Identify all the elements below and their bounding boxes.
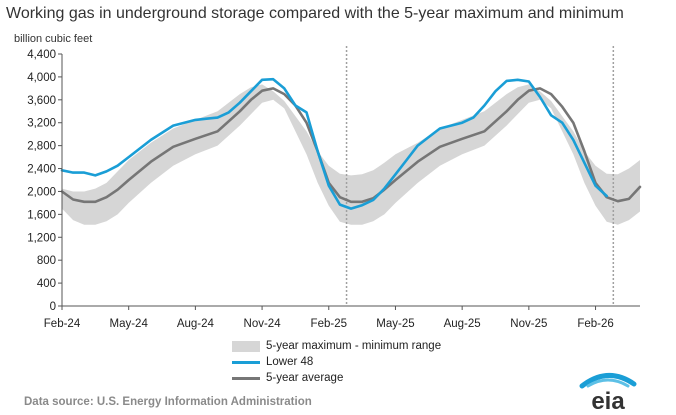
eia-logo: eia bbox=[579, 373, 637, 412]
y-tick-label: 1,200 bbox=[27, 232, 56, 244]
x-tick-label: Aug-25 bbox=[444, 318, 481, 330]
legend-label-range: 5-year maximum - minimum range bbox=[266, 340, 442, 352]
legend-label-average: 5-year average bbox=[266, 372, 344, 384]
x-tick-label: Nov-25 bbox=[510, 318, 547, 330]
y-tick-label: 3,600 bbox=[27, 95, 56, 107]
data-source: Data source: U.S. Energy Information Adm… bbox=[24, 396, 312, 408]
y-tick-label: 800 bbox=[37, 255, 56, 267]
y-tick-label: 2,400 bbox=[27, 164, 56, 176]
legend-swatch-range bbox=[232, 340, 260, 352]
range-band bbox=[62, 84, 640, 225]
y-tick-label: 2,800 bbox=[27, 141, 56, 153]
x-tick-label: Nov-24 bbox=[244, 318, 282, 330]
y-tick-label: 4,000 bbox=[27, 72, 56, 84]
legend-item-range: 5-year maximum - minimum range bbox=[232, 338, 441, 354]
legend: 5-year maximum - minimum range Lower 48 … bbox=[232, 338, 441, 386]
x-tick-label: Feb-25 bbox=[311, 318, 347, 330]
y-tick-label: 2,000 bbox=[27, 186, 56, 198]
series-line-lower-48 bbox=[60, 77, 608, 210]
series-line-5-year-average bbox=[60, 87, 642, 204]
legend-item-average: 5-year average bbox=[232, 370, 441, 386]
x-tick-label: Feb-24 bbox=[44, 318, 81, 330]
legend-item-lower48: Lower 48 bbox=[232, 354, 441, 370]
x-tick-label: Feb-26 bbox=[577, 318, 613, 330]
legend-label-lower48: Lower 48 bbox=[266, 356, 314, 368]
y-tick-label: 4,400 bbox=[27, 49, 56, 61]
y-tick-label: 3,200 bbox=[27, 118, 56, 130]
legend-swatch-average bbox=[232, 376, 260, 380]
y-tick-label: 0 bbox=[50, 301, 56, 313]
chart-title: Working gas in underground storage compa… bbox=[6, 5, 624, 22]
y-tick-label: 400 bbox=[37, 278, 56, 290]
legend-swatch-lower48 bbox=[232, 360, 260, 364]
x-tick-label: May-24 bbox=[110, 318, 149, 330]
y-axis-label: billion cubic feet bbox=[14, 33, 93, 45]
x-tick-label: Aug-24 bbox=[177, 318, 215, 330]
x-tick-label: May-25 bbox=[376, 318, 414, 330]
svg-text:eia: eia bbox=[591, 388, 625, 412]
y-tick-label: 1,600 bbox=[27, 209, 56, 221]
